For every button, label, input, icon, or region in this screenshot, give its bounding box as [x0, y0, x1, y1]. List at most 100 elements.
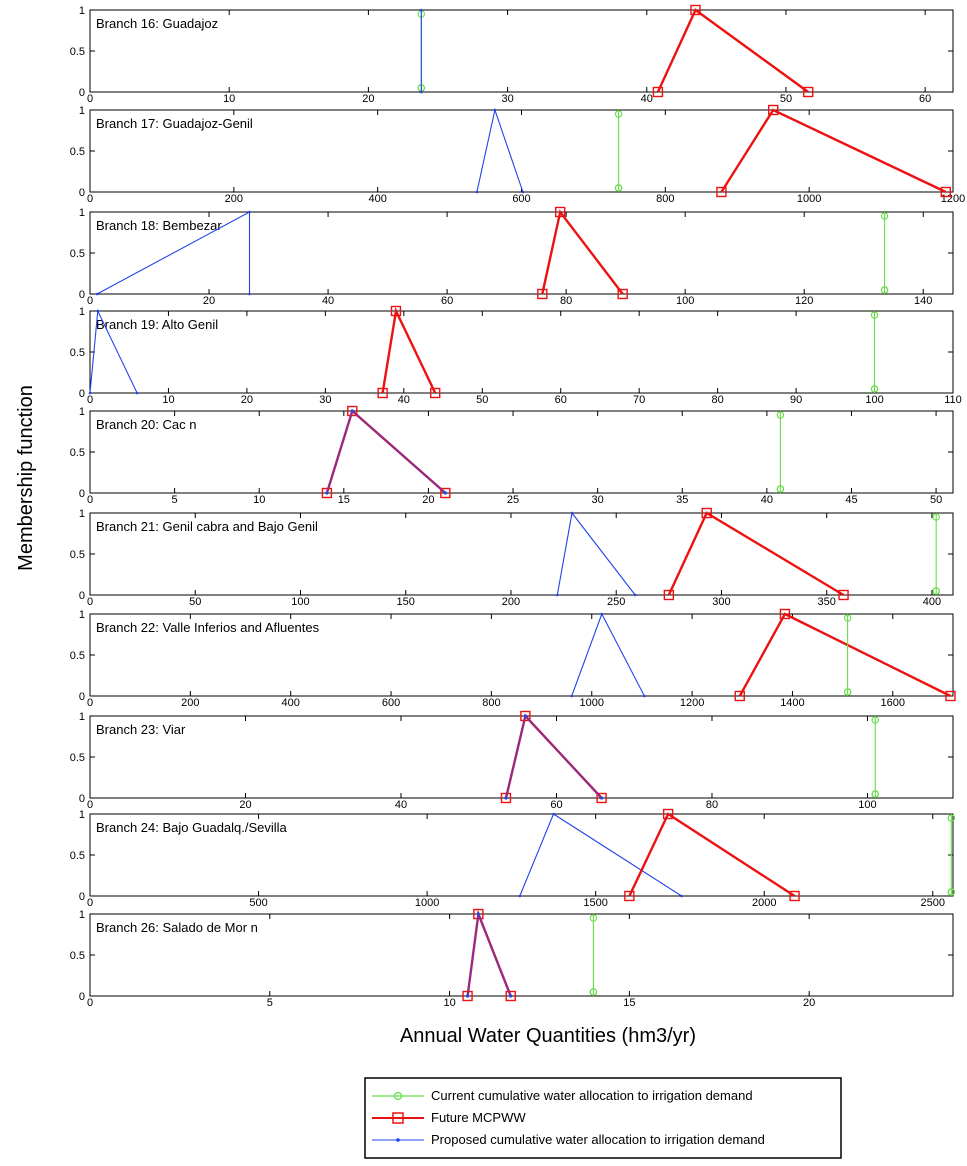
data-point-proposed [476, 912, 480, 916]
x-tick-label: 200 [181, 697, 199, 709]
x-tick-label: 80 [560, 295, 572, 307]
x-tick-label: 500 [249, 897, 267, 909]
x-tick-label: 600 [512, 193, 530, 205]
x-tick-label: 50 [780, 93, 792, 105]
x-tick-label: 30 [319, 394, 331, 406]
y-tick-label: 0 [79, 87, 85, 99]
data-point-proposed [552, 812, 555, 816]
data-point-proposed [325, 491, 329, 495]
data-point-proposed [350, 409, 354, 413]
panel-9: 0 0.5 1 0 500 1000 1500 2000 2500 Branch 24: Bajo… [70, 808, 956, 909]
panel-frame [89, 512, 954, 596]
x-tick-label: 10 [223, 93, 235, 105]
x-tick-label: 20 [422, 494, 434, 506]
y-tick-label: 0 [79, 891, 85, 903]
y-tick-label: 0.5 [70, 146, 85, 158]
data-point-current [843, 614, 852, 622]
panel-title: Branch 20: Cac n [96, 417, 196, 432]
data-point-future [505, 990, 516, 1002]
x-tick-label: 350 [818, 596, 836, 608]
x-tick-label: 25 [507, 494, 519, 506]
x-tick-label: 20 [239, 799, 251, 811]
data-point-future [768, 104, 779, 116]
x-tick-label: 0 [87, 997, 93, 1009]
data-point-current [947, 888, 956, 896]
series-line-future [667, 511, 845, 597]
x-tick-label: 30 [501, 93, 513, 105]
panel-6: 0 0.5 1 0 50 100 150 200 250 300 350 400 Branch 21: … [70, 507, 954, 608]
x-tick-label: 30 [592, 494, 604, 506]
data-point-current [870, 311, 879, 319]
x-tick-label: 50 [476, 394, 488, 406]
x-tick-label: 80 [712, 394, 724, 406]
x-tick-label: 1000 [580, 697, 604, 709]
x-tick-label: 120 [795, 295, 813, 307]
data-point-proposed [419, 8, 423, 12]
x-tick-label: 140 [914, 295, 932, 307]
x-tick-label: 60 [441, 295, 453, 307]
series-line-future [541, 209, 624, 295]
x-tick-label: 50 [930, 494, 942, 506]
data-point-future [537, 288, 548, 300]
legend-marker-proposed [396, 1138, 400, 1142]
x-tick-label: 1000 [797, 193, 821, 205]
x-tick-label: 0 [87, 697, 93, 709]
x-tick-label: 20 [803, 997, 815, 1009]
x-tick-label: 0 [87, 93, 93, 105]
x-tick-label: 10 [162, 394, 174, 406]
y-tick-label: 0 [79, 691, 85, 703]
panel-frame [89, 410, 954, 494]
data-point-future [624, 890, 635, 902]
x-tick-label: 10 [253, 494, 265, 506]
x-tick-label: 300 [712, 596, 730, 608]
panel-frame [89, 109, 954, 193]
x-axis-label: Annual Water Quantities (hm3/yr) [400, 1025, 696, 1047]
y-tick-label: 0.5 [70, 347, 85, 359]
legend-box [364, 1077, 842, 1159]
x-tick-label: 0 [87, 295, 93, 307]
data-point-proposed [523, 714, 527, 718]
legend-label-proposed: Proposed cumulative water allocation to … [431, 1132, 765, 1147]
data-point-current [614, 110, 623, 118]
x-tick-label: 1200 [941, 193, 965, 205]
y-tick-label: 0 [79, 991, 85, 1003]
y-tick-label: 0.5 [70, 850, 85, 862]
x-tick-label: 90 [790, 394, 802, 406]
data-point-current [776, 411, 785, 419]
x-tick-label: 40 [641, 93, 653, 105]
y-tick-label: 0 [79, 187, 85, 199]
x-tick-label: 1600 [881, 697, 905, 709]
panel-title: Branch 24: Bajo Guadalq./Sevilla [96, 820, 288, 835]
data-point-proposed [96, 309, 100, 313]
panel-2: 0 0.5 1 0 200 400 600 800 1000 1200 Branch 17: Gua… [70, 104, 965, 205]
data-point-future [430, 387, 441, 399]
x-tick-label: 1200 [680, 697, 704, 709]
x-tick-label: 35 [676, 494, 688, 506]
x-tick-label: 20 [241, 394, 253, 406]
y-tick-label: 1 [79, 711, 85, 723]
x-tick-label: 40 [322, 295, 334, 307]
data-point-future [377, 387, 388, 399]
y-tick-label: 0.5 [70, 447, 85, 459]
data-point-proposed [633, 593, 637, 597]
data-point-proposed [521, 190, 525, 194]
data-point-proposed [248, 292, 251, 296]
data-point-current [880, 212, 889, 220]
data-point-future [945, 690, 956, 702]
x-tick-label: 60 [919, 93, 931, 105]
x-tick-label: 5 [267, 997, 273, 1009]
y-tick-label: 1 [79, 609, 85, 621]
data-point-future [500, 792, 512, 804]
x-tick-label: 100 [865, 394, 883, 406]
data-point-future [940, 186, 952, 198]
data-point-current [932, 513, 940, 521]
data-point-current [871, 716, 880, 724]
x-tick-label: 2000 [752, 897, 776, 909]
data-point-proposed [599, 796, 604, 800]
data-point-future [390, 305, 402, 317]
x-tick-label: 0 [87, 897, 93, 909]
data-point-current [614, 184, 623, 192]
series-line-future [720, 108, 947, 194]
data-point-current [843, 688, 852, 696]
